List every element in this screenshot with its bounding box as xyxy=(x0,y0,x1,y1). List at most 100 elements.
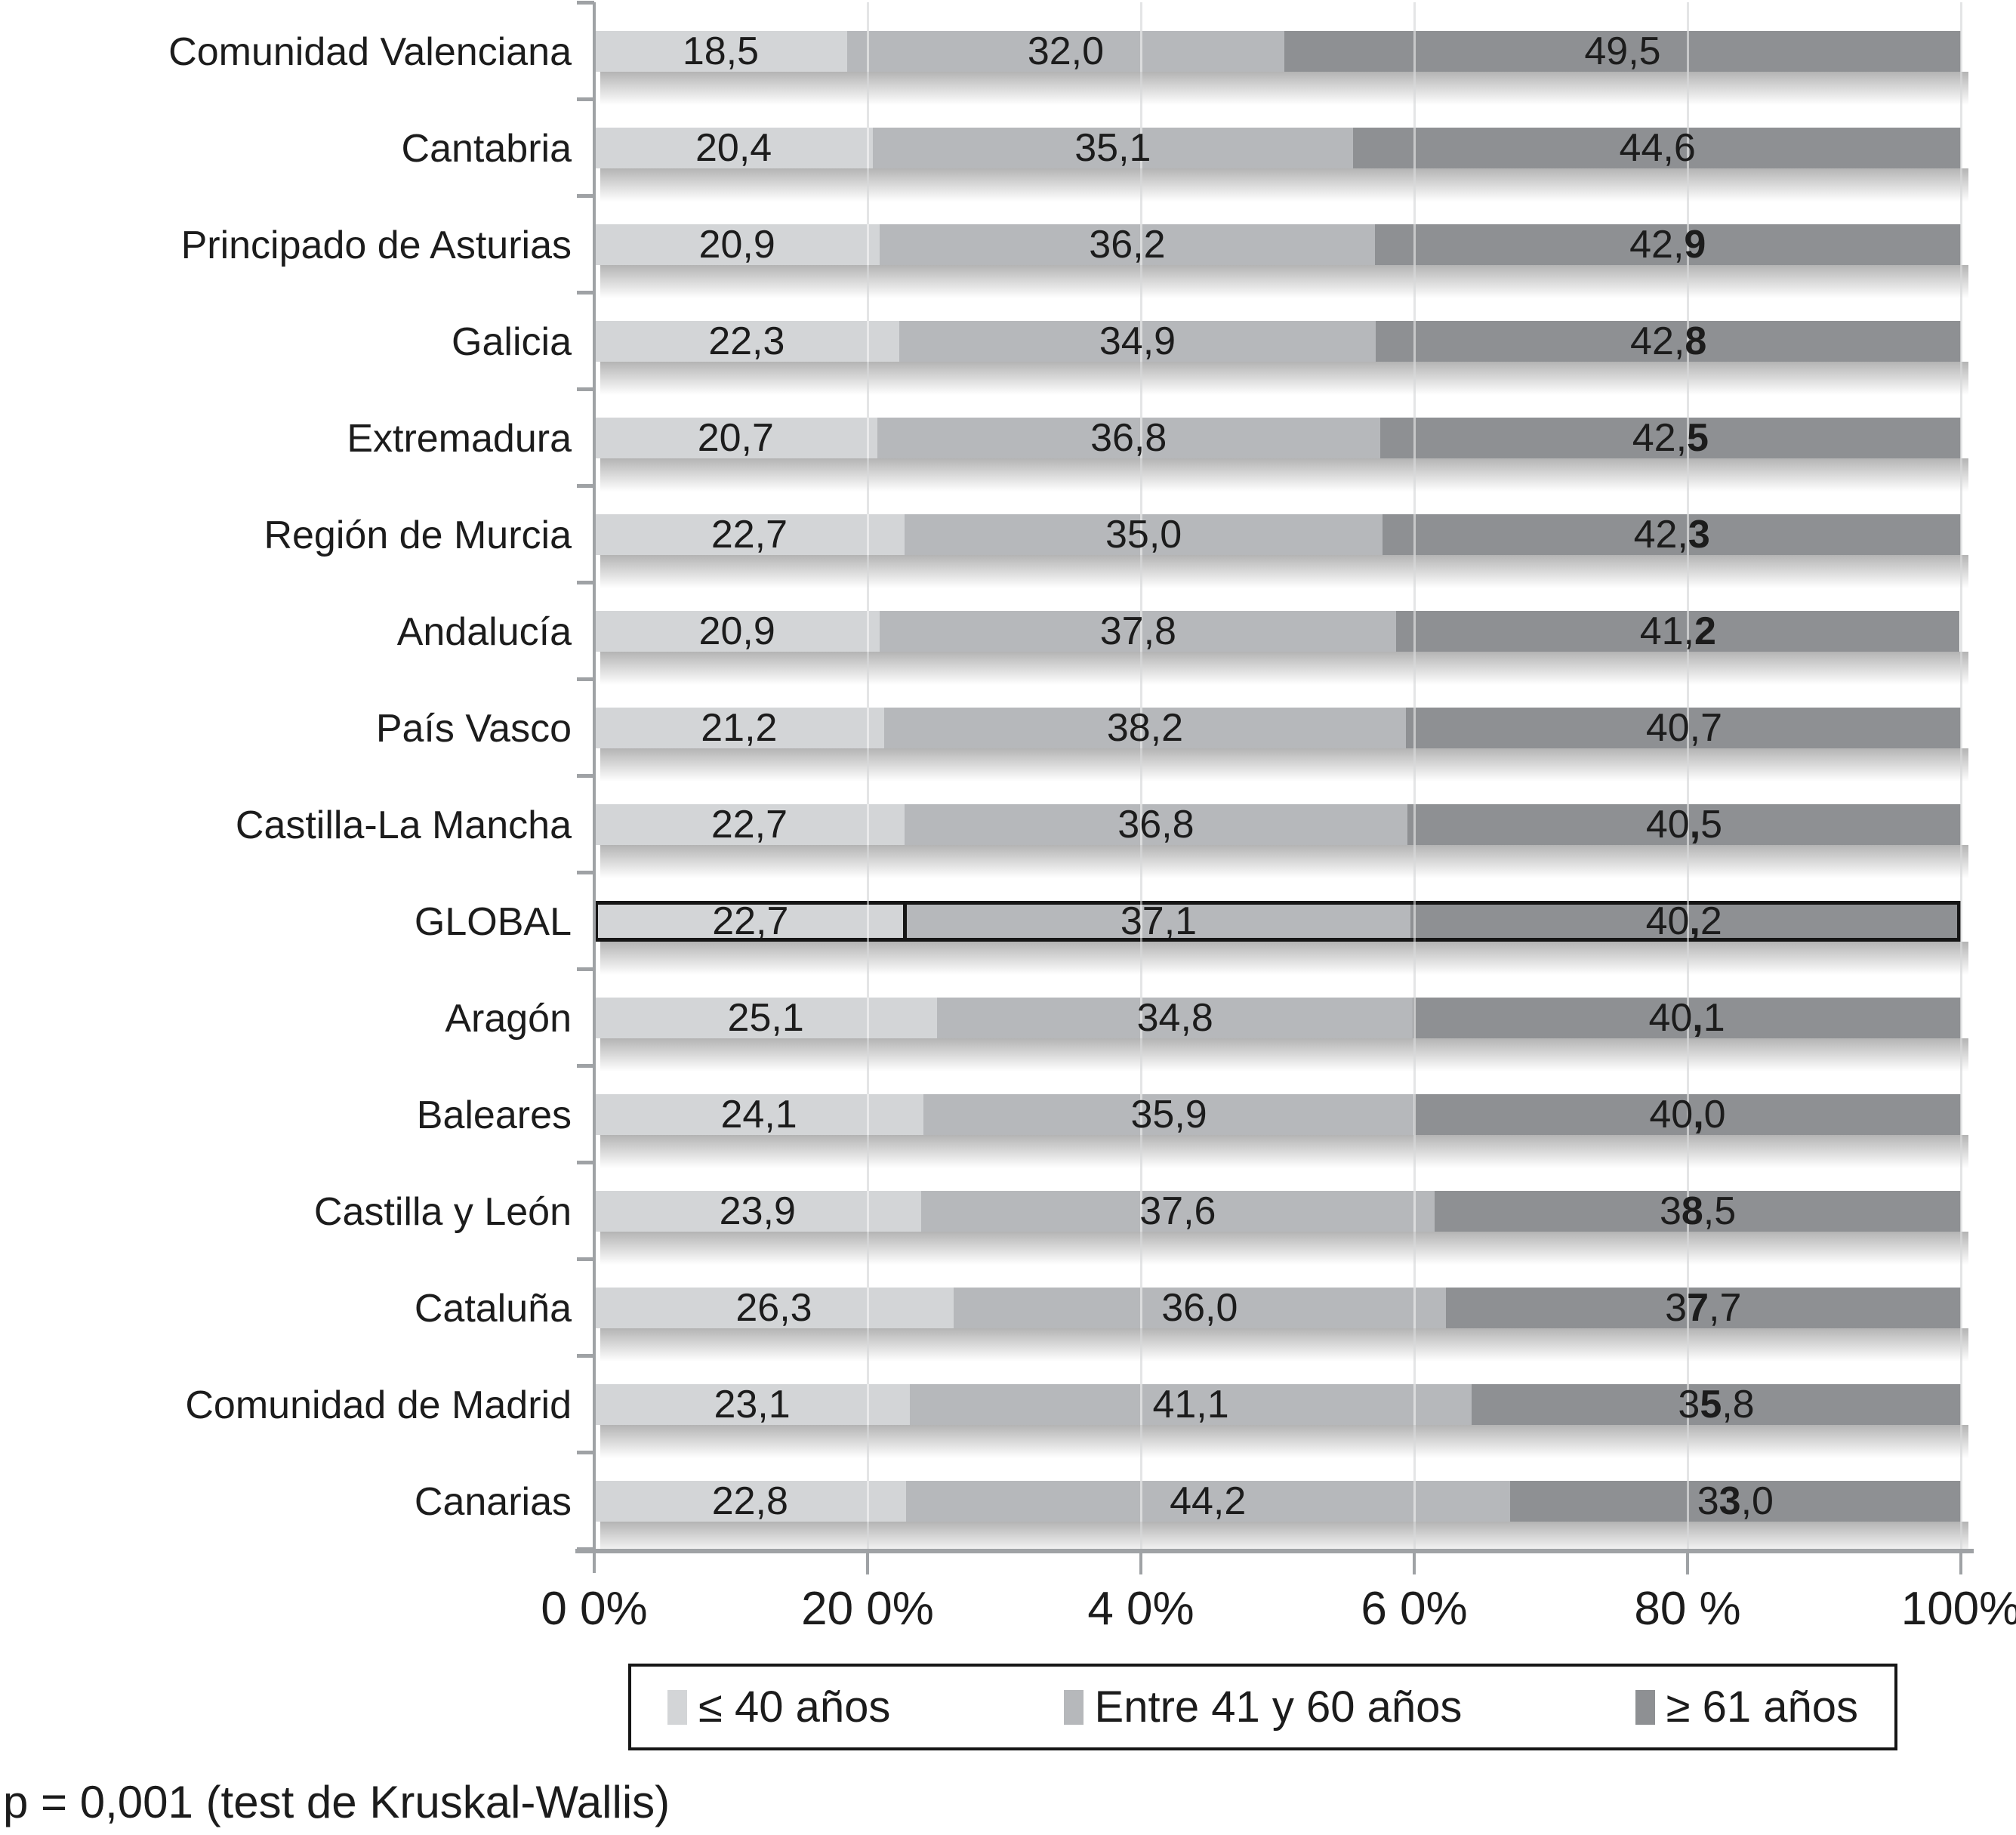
bar-segment: 42,9 xyxy=(1374,224,1961,265)
segment-value: 20,9 xyxy=(698,224,775,265)
plot-area: Comunidad Valenciana 18,5 32,0 49,5 Cantabri… xyxy=(168,2,1968,1555)
stacked-bar: 22,7 35,0 42,3 xyxy=(594,514,1961,555)
category-label: Baleares xyxy=(416,1093,572,1137)
axis-tick xyxy=(577,774,594,778)
segment-value: 42,8 xyxy=(1630,321,1707,362)
bar-segment: 37,8 xyxy=(880,611,1397,652)
segment-value: 33,0 xyxy=(1697,1481,1774,1522)
bar-segment: 36,8 xyxy=(877,418,1380,458)
bar-shadow xyxy=(600,1425,1968,1458)
bold-digit: 7 xyxy=(1687,1288,1709,1328)
bold-digit: 9 xyxy=(1684,224,1706,265)
axis-tick xyxy=(577,1161,594,1164)
segment-value: 44,6 xyxy=(1619,128,1696,168)
segment-value: 42,3 xyxy=(1633,514,1710,555)
segment-value: 34,9 xyxy=(1099,321,1176,362)
bold-digit: 5 xyxy=(1687,418,1709,458)
category-label: Región de Murcia xyxy=(264,513,572,557)
segment-value: 23,1 xyxy=(714,1384,791,1425)
bold-digit: 8 xyxy=(1685,321,1707,362)
bar-segment: 44,2 xyxy=(905,1481,1510,1522)
legend-item: ≤ 40 años xyxy=(667,1682,890,1732)
bar-shadow xyxy=(600,458,1968,492)
p-value-note: p = 0,001 (test de Kruskal-Wallis) xyxy=(3,1777,670,1827)
segment-value: 22,7 xyxy=(711,804,788,845)
axis-tick xyxy=(577,581,594,584)
bar-segment: 22,7 xyxy=(598,905,907,938)
y-axis-line xyxy=(593,2,596,1573)
bar-segment: 35,9 xyxy=(923,1094,1414,1135)
category-label: Canarias xyxy=(414,1480,572,1524)
chart-row: Comunidad Valenciana 18,5 32,0 49,5 xyxy=(168,2,1968,105)
bold-digit: 8 xyxy=(1681,1191,1703,1232)
bar-segment: 25,1 xyxy=(594,998,938,1038)
bar-segment: 23,1 xyxy=(594,1384,911,1425)
axis-tick xyxy=(577,387,594,391)
x-axis-tick-label: 100% xyxy=(1900,1583,2016,1635)
segment-value: 35,0 xyxy=(1105,514,1182,555)
chart-row: Cataluña 26,3 36,0 37,7 xyxy=(415,1259,1968,1362)
stacked-bar: 20,9 36,2 42,9 xyxy=(594,224,1961,265)
category-label: Castilla-La Mancha xyxy=(235,803,572,847)
axis-tick xyxy=(1959,1550,1962,1574)
bar-segment: 20,9 xyxy=(594,224,880,265)
bar-segment: 37,1 xyxy=(906,905,1411,938)
bar-shadow xyxy=(600,265,1968,298)
segment-value: 25,1 xyxy=(727,998,804,1038)
segment-value: 41,1 xyxy=(1152,1384,1229,1425)
legend-label: ≥ 61 años xyxy=(1666,1682,1858,1732)
bar-segment: 22,3 xyxy=(594,321,899,362)
segment-value: 24,1 xyxy=(720,1094,797,1135)
bar-shadow xyxy=(600,652,1968,685)
segment-value: 20,9 xyxy=(698,611,775,652)
bar-segment: 42,8 xyxy=(1376,321,1961,362)
category-label: Cantabria xyxy=(401,127,572,171)
segment-value: 38,2 xyxy=(1106,708,1184,748)
category-label: Galicia xyxy=(452,320,572,364)
axis-tick xyxy=(577,484,594,488)
stacked-bar: 22,7 37,1 40,2 xyxy=(594,901,1961,942)
axis-tick xyxy=(577,677,594,681)
chart-row: Principado de Asturias 20,9 36,2 42,9 xyxy=(181,196,1968,298)
bar-shadow xyxy=(600,845,1968,878)
bar-segment: 44,6 xyxy=(1352,128,1961,168)
segment-value: 40,0 xyxy=(1649,1094,1726,1135)
category-label: Cataluña xyxy=(414,1287,572,1331)
category-label: Extremadura xyxy=(347,417,572,461)
axis-tick xyxy=(577,1,594,5)
bar-shadow xyxy=(600,1135,1968,1168)
bar-shadow xyxy=(600,362,1968,395)
bold-digit: 2 xyxy=(1694,611,1716,652)
bar-shadow xyxy=(600,168,1968,202)
bar-segment: 40,2 xyxy=(1410,905,1957,938)
segment-value: 41,2 xyxy=(1639,611,1716,652)
bar-segment: 35,8 xyxy=(1472,1384,1961,1425)
bar-segment: 34,8 xyxy=(937,998,1413,1038)
bar-segment: 26,3 xyxy=(594,1288,954,1328)
bar-segment: 18,5 xyxy=(594,31,847,72)
bar-segment: 20,4 xyxy=(594,128,874,168)
segment-value: 49,5 xyxy=(1584,31,1661,72)
segment-value: 26,3 xyxy=(735,1288,812,1328)
chart-row: Cantabria 20,4 35,1 44,6 xyxy=(402,99,1968,202)
segment-value: 34,8 xyxy=(1136,998,1213,1038)
bar-shadow xyxy=(600,72,1968,105)
segment-value: 44,2 xyxy=(1170,1481,1247,1522)
bar-shadow xyxy=(600,555,1968,588)
axis-tick xyxy=(1413,1550,1416,1574)
stacked-bar: 22,7 36,8 40,5 xyxy=(594,804,1961,845)
segment-value: 21,2 xyxy=(701,708,778,748)
x-axis-tick-label: 0 0% xyxy=(541,1583,648,1635)
bar-segment: 20,7 xyxy=(594,418,877,458)
legend-label: ≤ 40 años xyxy=(698,1682,891,1732)
chart-row: Galicia 22,3 34,9 42,8 xyxy=(452,292,1968,395)
category-label: Aragón xyxy=(445,997,572,1041)
segment-value: 35,1 xyxy=(1074,128,1151,168)
x-axis-tick-label: 80 % xyxy=(1634,1583,1741,1635)
bar-shadow xyxy=(600,1038,1968,1072)
bar-segment: 40,0 xyxy=(1413,1094,1961,1135)
chart-row: Castilla y León 23,9 37,6 38,5 xyxy=(314,1162,1968,1265)
bar-segment: 38,2 xyxy=(883,708,1407,748)
stacked-bar: 22,8 44,2 33,0 xyxy=(594,1481,1961,1522)
